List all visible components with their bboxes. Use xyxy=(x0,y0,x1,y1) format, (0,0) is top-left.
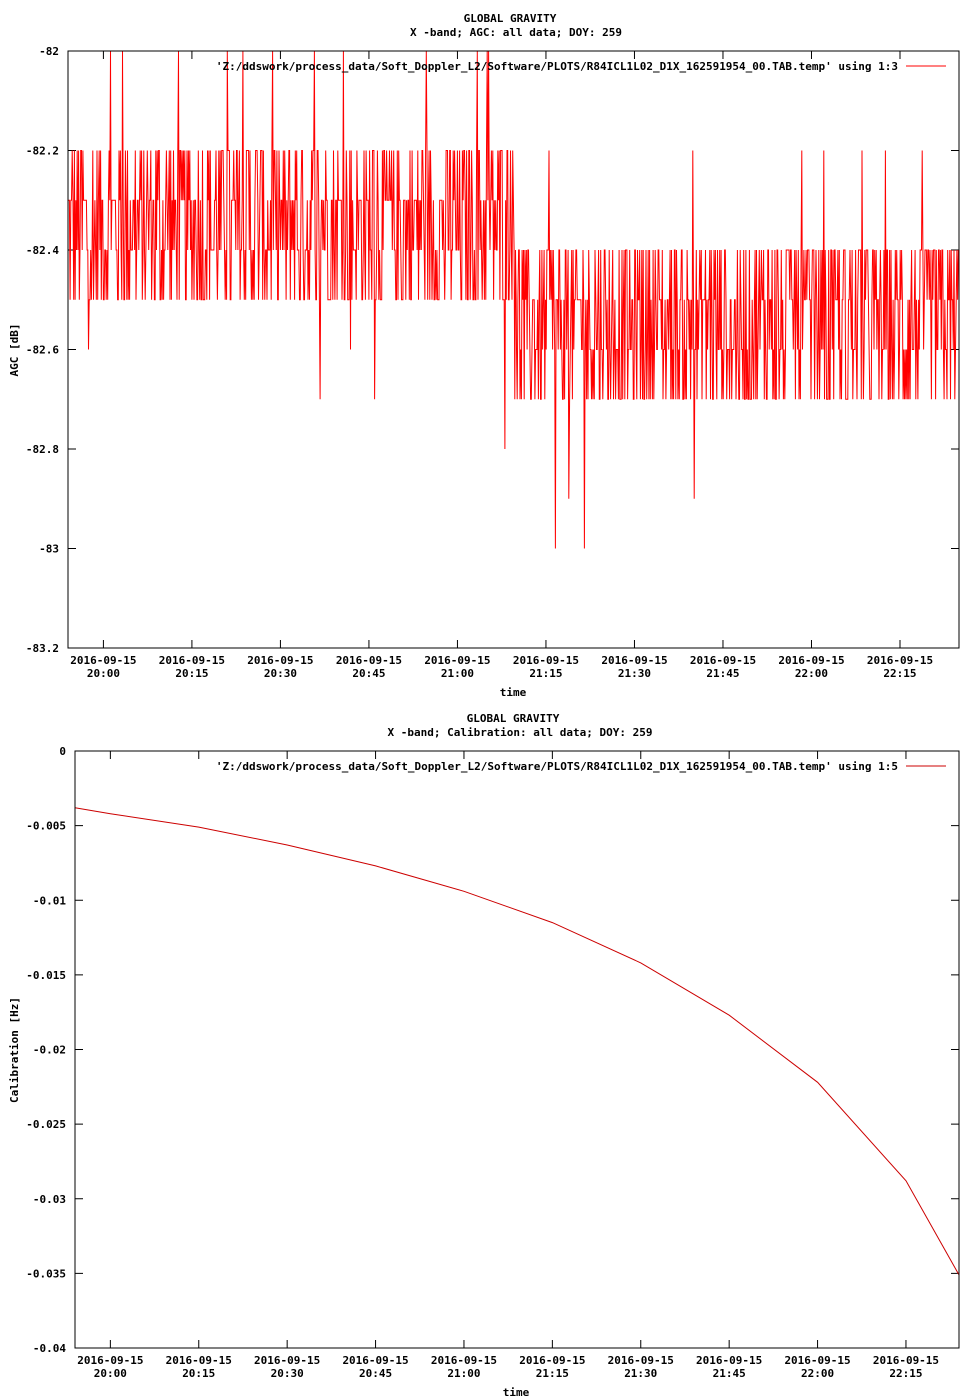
calibration-x-tick-time: 22:15 xyxy=(889,1367,922,1380)
calibration-x-tick-date: 2016-09-15 xyxy=(77,1354,143,1367)
calibration-series xyxy=(74,807,960,1276)
calibration-x-tick-date: 2016-09-15 xyxy=(519,1354,585,1367)
calibration-x-tick-time: 21:30 xyxy=(624,1367,657,1380)
calibration-plot-frame xyxy=(74,750,960,1349)
agc-x-tick-date: 2016-09-15 xyxy=(778,654,844,667)
calibration-x-tick-time: 22:00 xyxy=(801,1367,834,1380)
calibration-chart: GLOBAL GRAVITY X -band; Calibration: all… xyxy=(8,712,960,1399)
agc-x-tick-time: 20:15 xyxy=(175,667,208,680)
calibration-y-axis-label: Calibration [Hz] xyxy=(8,997,21,1103)
agc-y-tick-label: -82.6 xyxy=(26,344,59,357)
agc-x-tick-date: 2016-09-15 xyxy=(247,654,313,667)
calibration-x-tick-date: 2016-09-15 xyxy=(342,1354,408,1367)
agc-chart-title: GLOBAL GRAVITY xyxy=(464,12,557,25)
calibration-x-tick-date: 2016-09-15 xyxy=(608,1354,674,1367)
agc-series-line xyxy=(68,50,959,549)
agc-plot-frame xyxy=(67,50,960,649)
agc-x-tick-date: 2016-09-15 xyxy=(690,654,756,667)
agc-x-tick-time: 20:45 xyxy=(352,667,385,680)
calibration-x-tick-time: 20:15 xyxy=(182,1367,215,1380)
calibration-x-tick-time: 20:00 xyxy=(94,1367,127,1380)
agc-chart: GLOBAL GRAVITY X -band; AGC: all data; D… xyxy=(8,12,960,699)
calibration-y-tick-label: -0.015 xyxy=(26,969,66,982)
agc-x-tick-time: 21:00 xyxy=(441,667,474,680)
agc-x-tick-date: 2016-09-15 xyxy=(513,654,579,667)
calibration-x-ticks: 2016-09-1520:002016-09-1520:152016-09-15… xyxy=(77,751,939,1380)
agc-x-tick-time: 20:30 xyxy=(264,667,297,680)
calibration-legend-label: 'Z:/ddswork/process_data/Soft_Doppler_L2… xyxy=(216,760,898,773)
calibration-y-tick-label: -0.01 xyxy=(33,894,66,907)
agc-x-tick-time: 21:45 xyxy=(706,667,739,680)
agc-chart-subtitle: X -band; AGC: all data; DOY: 259 xyxy=(410,26,622,39)
agc-legend-label: 'Z:/ddswork/process_data/Soft_Doppler_L2… xyxy=(216,60,898,73)
calibration-y-ticks: 0 -0.005 -0.01 -0.015 -0.02 -0.025 -0.03 -0.035… xyxy=(26,745,959,1355)
calibration-x-tick-date: 2016-09-15 xyxy=(784,1354,850,1367)
calibration-x-tick-date: 2016-09-15 xyxy=(166,1354,232,1367)
calibration-x-tick-date: 2016-09-15 xyxy=(696,1354,762,1367)
calibration-chart-subtitle: X -band; Calibration: all data; DOY: 259 xyxy=(388,726,653,739)
calibration-x-axis-label: time xyxy=(503,1386,530,1399)
agc-series xyxy=(68,50,959,549)
calibration-x-tick-time: 20:45 xyxy=(359,1367,392,1380)
agc-x-ticks: 2016-09-1520:002016-09-1520:152016-09-15… xyxy=(70,51,933,680)
agc-y-tick-label: -83.2 xyxy=(26,642,59,655)
calibration-y-tick-label: -0.025 xyxy=(26,1118,66,1131)
calibration-x-tick-date: 2016-09-15 xyxy=(873,1354,939,1367)
agc-x-tick-time: 21:30 xyxy=(618,667,651,680)
agc-x-tick-time: 20:00 xyxy=(87,667,120,680)
agc-x-tick-date: 2016-09-15 xyxy=(159,654,225,667)
agc-x-tick-date: 2016-09-15 xyxy=(70,654,136,667)
calibration-x-tick-time: 21:45 xyxy=(713,1367,746,1380)
agc-y-tick-label: -82 xyxy=(39,45,59,58)
calibration-y-tick-label: -0.02 xyxy=(33,1044,66,1057)
calibration-chart-title: GLOBAL GRAVITY xyxy=(467,712,560,725)
calibration-x-tick-date: 2016-09-15 xyxy=(431,1354,497,1367)
calibration-y-tick-label: -0.03 xyxy=(33,1193,66,1206)
calibration-y-tick-label: 0 xyxy=(59,745,66,758)
agc-x-axis-label: time xyxy=(500,686,527,699)
agc-x-tick-time: 22:15 xyxy=(883,667,916,680)
agc-y-tick-label: -83 xyxy=(39,543,59,556)
agc-y-tick-label: -82.8 xyxy=(26,443,59,456)
calibration-y-tick-label: -0.005 xyxy=(26,820,66,833)
agc-x-tick-time: 22:00 xyxy=(795,667,828,680)
calibration-x-tick-time: 21:15 xyxy=(536,1367,569,1380)
agc-x-tick-date: 2016-09-15 xyxy=(424,654,490,667)
agc-x-tick-date: 2016-09-15 xyxy=(601,654,667,667)
calibration-x-tick-time: 20:30 xyxy=(271,1367,304,1380)
agc-y-axis-label: AGC [dB] xyxy=(8,324,21,377)
agc-y-tick-label: -82.4 xyxy=(26,244,59,257)
calibration-y-tick-label: -0.035 xyxy=(26,1267,66,1280)
calibration-y-tick-label: -0.04 xyxy=(33,1342,66,1355)
agc-x-tick-date: 2016-09-15 xyxy=(867,654,933,667)
agc-x-tick-date: 2016-09-15 xyxy=(336,654,402,667)
calibration-series-line xyxy=(74,807,960,1276)
calibration-x-tick-time: 21:00 xyxy=(447,1367,480,1380)
agc-x-tick-time: 21:15 xyxy=(529,667,562,680)
calibration-x-tick-date: 2016-09-15 xyxy=(254,1354,320,1367)
agc-y-tick-label: -82.2 xyxy=(26,145,59,158)
